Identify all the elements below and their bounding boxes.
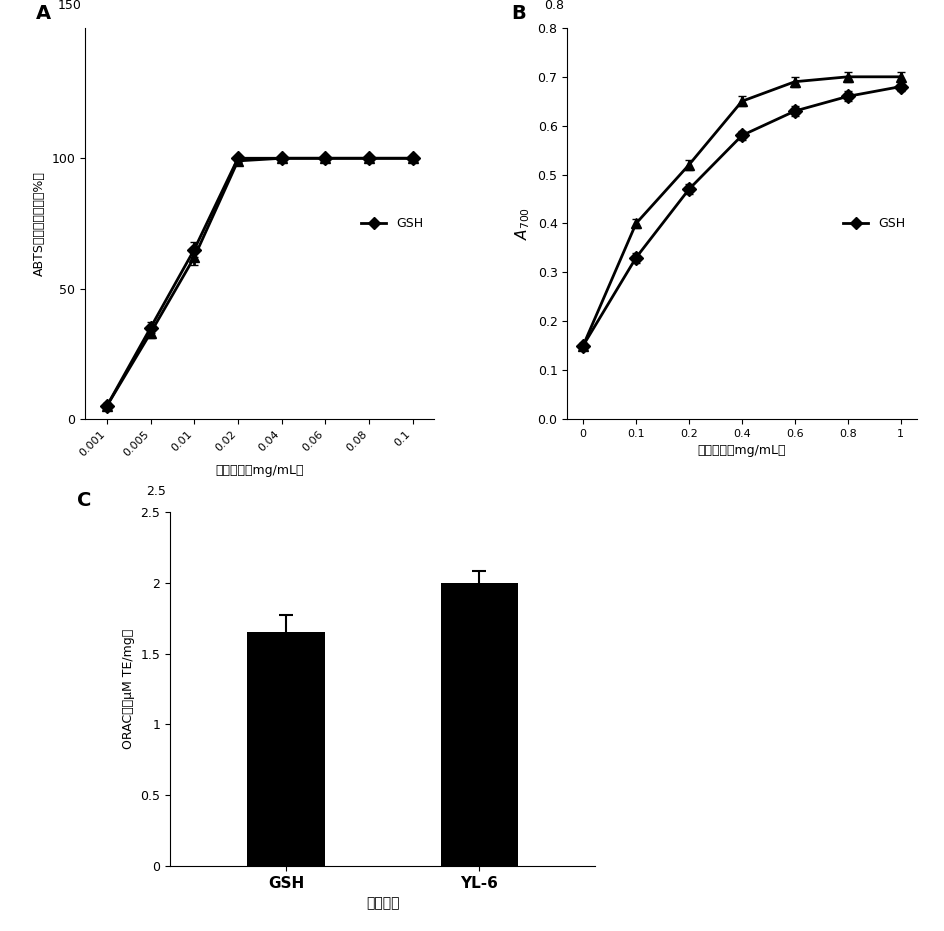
Text: C: C <box>76 491 91 510</box>
X-axis label: 多肽样品: 多肽样品 <box>365 897 399 911</box>
Y-axis label: $A_{700}$: $A_{700}$ <box>513 207 531 240</box>
X-axis label: 多肽浓度（mg/mL）: 多肽浓度（mg/mL） <box>215 464 304 477</box>
Legend: GSH: GSH <box>837 212 909 235</box>
Bar <box>440 583 517 866</box>
Text: 0.8: 0.8 <box>543 0 564 12</box>
Y-axis label: ORAC值（μM TE/mg）: ORAC值（μM TE/mg） <box>122 628 135 749</box>
Text: A: A <box>36 5 51 23</box>
Y-axis label: ABTS自由基清除率（%）: ABTS自由基清除率（%） <box>33 171 46 276</box>
Text: 2.5: 2.5 <box>145 485 166 498</box>
Bar <box>247 632 325 866</box>
Legend: GSH: GSH <box>356 212 428 235</box>
Text: B: B <box>511 5 526 23</box>
Text: 150: 150 <box>58 0 81 12</box>
X-axis label: 多肽浓度（mg/mL）: 多肽浓度（mg/mL） <box>697 444 785 457</box>
